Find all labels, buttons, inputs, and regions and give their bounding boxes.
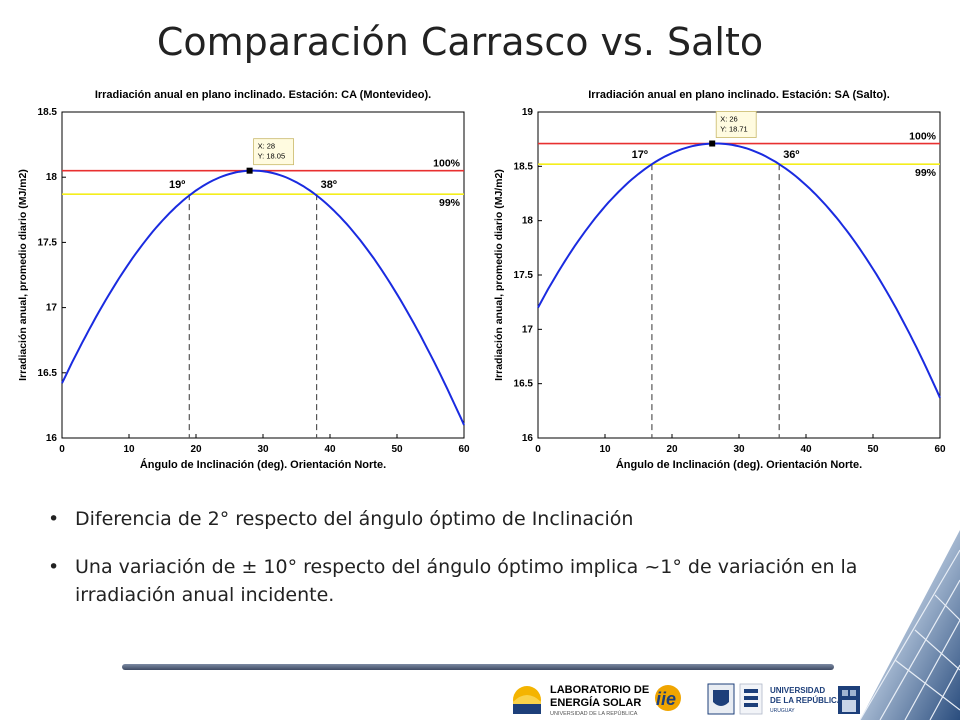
datatip-box xyxy=(715,111,757,138)
footer-divider xyxy=(122,664,834,670)
x-tick-label: 20 xyxy=(666,444,678,455)
datatip-text: X: 26 xyxy=(720,115,738,124)
y-tick-label: 18 xyxy=(522,216,534,227)
y-tick-label: 18.5 xyxy=(514,161,534,172)
bullet-list: • Diferencia de 2° respecto del ángulo ó… xyxy=(48,505,928,629)
plot-area xyxy=(61,111,465,439)
bullet-dot-icon: • xyxy=(48,508,60,530)
y-tick-label: 17.5 xyxy=(514,270,534,281)
building-icon xyxy=(838,686,860,714)
angle-label-low: 19º xyxy=(169,179,185,191)
chart-carrasco: Irradiación anual en plano inclinado. Es… xyxy=(17,89,470,471)
bullet-item: • Diferencia de 2° respecto del ángulo ó… xyxy=(48,505,928,533)
datatip-text: Y: 18.71 xyxy=(720,125,748,134)
iie-logo: iie xyxy=(655,685,681,711)
solar-panel-image xyxy=(860,530,960,720)
optimum-marker xyxy=(709,140,716,147)
label-100-percent: 100% xyxy=(909,131,937,143)
x-tick-label: 40 xyxy=(324,444,336,455)
les-logo: LABORATORIO DE ENERGÍA SOLAR UNIVERSIDAD… xyxy=(513,684,649,717)
y-tick-label: 17 xyxy=(46,303,58,314)
udelar-logo: UNIVERSIDAD DE LA REPÚBLICA URUGUAY xyxy=(739,683,843,715)
bullet-dot-icon: • xyxy=(48,556,60,578)
les-logo-line2: ENERGÍA SOLAR xyxy=(550,696,641,709)
institution-logos: LABORATORIO DE ENERGÍA SOLAR UNIVERSIDAD… xyxy=(513,683,860,717)
y-tick-label: 17 xyxy=(522,324,534,335)
udelar-logo-line2: DE LA REPÚBLICA xyxy=(770,696,843,705)
label-99-percent: 99% xyxy=(439,197,461,209)
chart-salto: Irradiación anual en plano inclinado. Es… xyxy=(493,89,946,471)
x-tick-label: 10 xyxy=(123,444,135,455)
x-tick-label: 30 xyxy=(257,444,269,455)
udelar-logo-line3: URUGUAY xyxy=(770,708,795,714)
x-tick-label: 0 xyxy=(535,444,541,455)
optimum-marker xyxy=(246,167,253,174)
irradiation-curve xyxy=(537,142,941,399)
x-tick-label: 60 xyxy=(934,444,946,455)
irradiation-curve xyxy=(61,169,465,426)
x-tick-label: 0 xyxy=(59,444,65,455)
label-100-percent: 100% xyxy=(433,158,461,170)
x-tick-label: 50 xyxy=(391,444,403,455)
y-tick-label: 18.5 xyxy=(38,107,58,118)
datatip-text: X: 28 xyxy=(258,142,276,151)
y-tick-label: 16 xyxy=(522,433,534,444)
y-axis-label: Irradiación anual, promedio diario (MJ/m… xyxy=(17,169,29,381)
y-tick-label: 19 xyxy=(522,107,534,118)
x-tick-label: 50 xyxy=(867,444,879,455)
y-tick-label: 18 xyxy=(46,172,58,183)
x-tick-label: 60 xyxy=(458,444,470,455)
chart-title: Irradiación anual en plano inclinado. Es… xyxy=(95,89,431,101)
x-tick-label: 10 xyxy=(599,444,611,455)
plot-area xyxy=(537,111,941,439)
x-axis-label: Ángulo de Inclinación (deg). Orientación… xyxy=(140,458,386,471)
angle-label-low: 17º xyxy=(632,149,648,161)
slide-title: Comparación Carrasco vs. Salto xyxy=(156,20,764,64)
x-tick-label: 40 xyxy=(800,444,812,455)
iie-logo-text: iie xyxy=(656,689,676,709)
y-tick-label: 16.5 xyxy=(38,368,58,379)
datatip-box xyxy=(253,138,295,166)
angle-label-high: 36º xyxy=(783,149,799,161)
y-axis-label: Irradiación anual, promedio diario (MJ/m… xyxy=(493,169,505,381)
y-tick-label: 17.5 xyxy=(38,237,58,248)
label-99-percent: 99% xyxy=(915,167,937,179)
x-axis-label: Ángulo de Inclinación (deg). Orientación… xyxy=(616,458,862,471)
bullet-text: Una variación de ± 10° respecto del ángu… xyxy=(75,556,858,606)
engineering-shield-icon xyxy=(707,683,735,715)
y-tick-label: 16.5 xyxy=(514,379,534,390)
les-logo-line1: LABORATORIO DE xyxy=(550,684,649,696)
x-tick-label: 20 xyxy=(190,444,202,455)
chart-title: Irradiación anual en plano inclinado. Es… xyxy=(588,89,890,101)
x-tick-label: 30 xyxy=(733,444,745,455)
bullet-text: Diferencia de 2° respecto del ángulo ópt… xyxy=(75,508,634,530)
y-tick-label: 16 xyxy=(46,433,58,444)
datatip-text: Y: 18.05 xyxy=(258,152,286,161)
les-logo-line3: UNIVERSIDAD DE LA REPÚBLICA xyxy=(550,710,638,717)
angle-label-high: 38º xyxy=(321,179,337,191)
udelar-logo-line1: UNIVERSIDAD xyxy=(770,686,825,695)
bullet-item: • Una variación de ± 10° respecto del án… xyxy=(48,553,928,609)
